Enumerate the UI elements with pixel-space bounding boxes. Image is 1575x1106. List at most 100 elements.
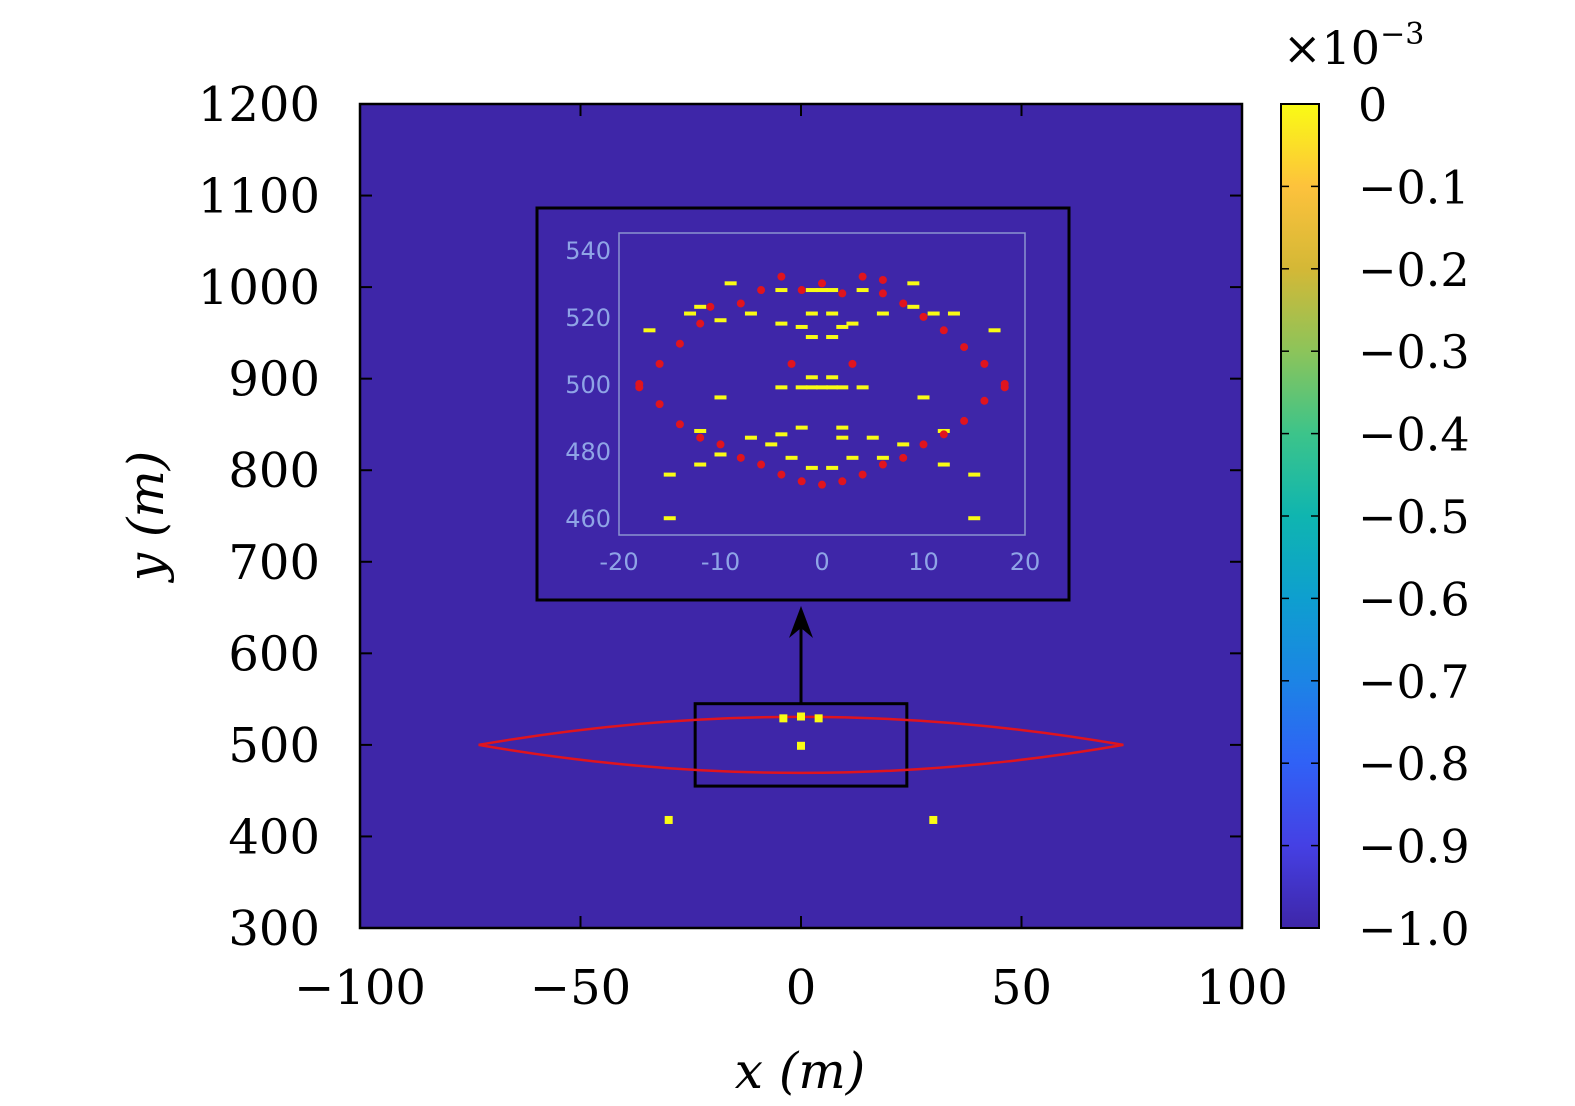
main-point-group xyxy=(664,712,938,824)
inset-yellow-point xyxy=(694,462,707,467)
inset-yellow-point xyxy=(836,324,849,329)
inset-yellow-point xyxy=(775,288,788,293)
inset-yellow-point xyxy=(876,311,889,316)
inset-yellow-point xyxy=(856,385,869,390)
colorbar-tick-label: −0.8 xyxy=(1358,737,1470,791)
inset-red-point xyxy=(696,433,705,442)
inset-yellow-point xyxy=(988,328,1001,333)
y-axis-label: y (m) xyxy=(117,451,175,584)
inset-x-tick-label: -20 xyxy=(599,548,638,576)
inset-yellow-point xyxy=(744,435,757,440)
x-tick-labels: −100 −50 0 50 100 xyxy=(294,960,1288,1016)
inset-yellow-point xyxy=(927,311,940,316)
inset-yellow-point xyxy=(805,465,818,470)
inset-red-point xyxy=(848,359,857,368)
inset-red-point xyxy=(797,477,806,486)
zoom-arrow xyxy=(789,606,813,704)
colorbar-tick-label: −0.6 xyxy=(1358,572,1470,626)
inset-y-tick-label: 460 xyxy=(565,505,611,533)
inset-yellow-point xyxy=(836,425,849,430)
inset-yellow-point xyxy=(826,385,839,390)
inset-yellow-point xyxy=(694,428,707,433)
inset-red-point xyxy=(635,383,644,392)
colorbar-ticks: 0 −0.1 −0.2 −0.3 −0.4 −0.5 −0.6 −0.7 −0.8 −0.9 −1.… xyxy=(1281,78,1470,956)
inset-yellow-point xyxy=(765,442,778,447)
inset-yellow-point xyxy=(897,442,910,447)
inset-yellow-point xyxy=(643,328,656,333)
main-point xyxy=(929,815,938,824)
colorbar-tick-label: −0.2 xyxy=(1358,243,1470,297)
inset-yellow-point xyxy=(826,375,839,380)
inset-yellow-point xyxy=(663,472,676,477)
colorbar-tick-label: 0 xyxy=(1358,78,1387,132)
inset-yellow-point xyxy=(856,288,869,293)
inset-red-point xyxy=(878,275,887,284)
inset-yellow-point xyxy=(826,288,839,293)
inset-yellow-point xyxy=(826,465,839,470)
inset-yellow-point xyxy=(907,281,920,286)
inset-red-point xyxy=(919,440,928,449)
colorbar-tick-label: −0.9 xyxy=(1358,820,1470,874)
inset-yellow-point xyxy=(714,318,727,323)
inset-red-point xyxy=(858,470,867,479)
inset-yellow-point xyxy=(795,425,808,430)
inset-red-point xyxy=(675,339,684,348)
y-tick-label: 700 xyxy=(228,535,320,591)
inset-red-point xyxy=(736,453,745,462)
y-tick-label: 400 xyxy=(228,809,320,865)
inset-red-point xyxy=(1000,383,1009,392)
inset-red-point xyxy=(960,416,969,425)
inset-x-tick-label: 20 xyxy=(1010,548,1041,576)
main-point xyxy=(797,712,805,721)
inset-yellow-point xyxy=(816,385,828,390)
colorbar-tick-label: −0.1 xyxy=(1358,160,1470,214)
inset-yellow-point xyxy=(805,311,818,316)
inset-yellow-point xyxy=(866,435,879,440)
inset-plot: -20 -10 0 10 20 460 480 500 520 540 xyxy=(535,206,1071,602)
inset-red-point xyxy=(858,272,867,281)
inset-red-point xyxy=(980,359,989,368)
main-point xyxy=(797,741,805,750)
inset-y-tick-label: 520 xyxy=(565,304,611,332)
inset-red-point xyxy=(736,299,745,308)
inset-red-point xyxy=(878,460,887,469)
inset-yellow-point xyxy=(846,455,859,460)
inset-yellow-point xyxy=(805,335,818,340)
inset-red-point xyxy=(878,289,887,298)
colorbar: 0 −0.1 −0.2 −0.3 −0.4 −0.5 −0.6 −0.7 −0.8 −0.9 −1.… xyxy=(1280,17,1470,956)
inset-x-tick-label: 10 xyxy=(908,548,939,576)
inset-y-tick-label: 500 xyxy=(565,371,611,399)
inset-yellow-point xyxy=(917,395,930,400)
inset-red-point xyxy=(797,286,806,295)
inset-yellow-point xyxy=(694,304,707,309)
inset-red-point xyxy=(777,470,786,479)
inset-axes xyxy=(618,232,1026,536)
inset-x-tick-label: -10 xyxy=(701,548,740,576)
inset-red-point xyxy=(838,477,847,486)
inset-yellow-point xyxy=(684,311,697,316)
inset-yellow-point xyxy=(714,395,727,400)
inset-yellow-point xyxy=(937,462,950,467)
inset-red-point xyxy=(716,440,725,449)
inset-yellow-point xyxy=(744,311,757,316)
colorbar-exponent: −3 xyxy=(1380,17,1424,52)
inset-red-point xyxy=(655,359,664,368)
inset-red-point xyxy=(939,326,948,335)
inset-red-point xyxy=(655,400,664,409)
colorbar-tick-label: −0.7 xyxy=(1358,655,1470,709)
x-axis-label: x (m) xyxy=(735,1042,866,1100)
inset-red-point xyxy=(818,480,826,489)
inset-yellow-point xyxy=(907,304,920,309)
inset-red-point xyxy=(899,453,908,462)
inset-red-point xyxy=(757,286,766,295)
main-plot: -20 -10 0 10 20 460 480 500 520 540 −100 −50 0 50 100… xyxy=(117,77,1288,1100)
inset-yellow-point xyxy=(968,516,981,521)
inset-yellow-point xyxy=(836,385,849,390)
inset-yellow-point xyxy=(876,455,889,460)
inset-red-point xyxy=(919,312,928,321)
y-tick-label: 1000 xyxy=(198,260,320,316)
inset-red-point xyxy=(960,343,969,352)
x-tick-label: 0 xyxy=(786,960,817,1016)
inset-yellow-point xyxy=(836,435,849,440)
y-tick-label: 300 xyxy=(228,901,320,957)
